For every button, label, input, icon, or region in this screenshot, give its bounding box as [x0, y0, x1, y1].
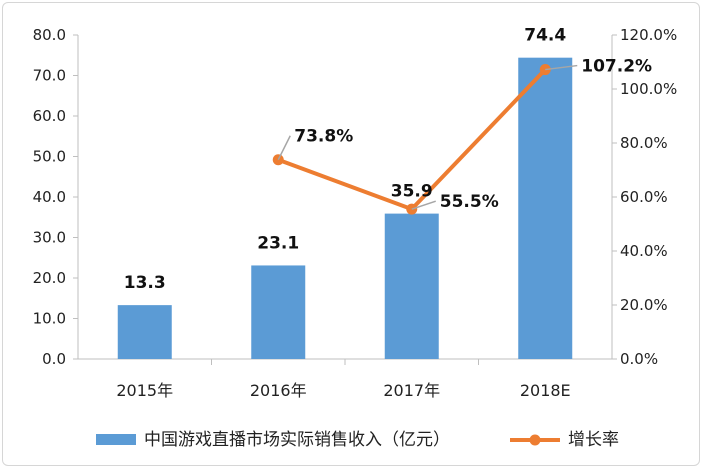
- left-tick-label: 50.0: [33, 148, 66, 166]
- growth-value-label: 73.8%: [294, 127, 353, 147]
- legend-swatch-bar: [96, 434, 136, 445]
- left-tick-label: 60.0: [33, 107, 66, 125]
- left-tick-label: 80.0: [33, 26, 66, 44]
- data-labels-group: 13.3 23.1 35.9 74.4 73.8% 55.5% 107.2%: [124, 26, 652, 293]
- growth-leader-line: [277, 135, 291, 161]
- growth-leader-line: [545, 64, 578, 71]
- left-tick-label: 70.0: [33, 67, 66, 85]
- right-tick-label: 20.0%: [620, 296, 668, 314]
- left-tick-label: 10.0: [33, 310, 66, 328]
- bar-value-label: 74.4: [524, 26, 566, 46]
- right-tick-label: 40.0%: [620, 242, 668, 260]
- bar: [117, 305, 172, 359]
- growth-value-label: 55.5%: [440, 192, 499, 212]
- left-tick-label: 20.0: [33, 269, 66, 287]
- category-label: 2017年: [383, 381, 440, 400]
- legend: 中国游戏直播市场实际销售收入（亿元） 增长率: [96, 430, 619, 450]
- right-tick-label: 100.0%: [620, 80, 677, 98]
- growth-value-label: 107.2%: [581, 57, 652, 77]
- legend-swatch-marker: [529, 434, 541, 446]
- bar: [518, 57, 573, 360]
- right-tick-label: 120.0%: [620, 26, 677, 44]
- bar-value-label: 35.9: [391, 182, 433, 202]
- growth-leader-line: [411, 200, 436, 210]
- bar-value-label: 13.3: [124, 273, 166, 293]
- bar: [384, 213, 439, 359]
- legend-label-line: 增长率: [568, 430, 619, 450]
- right-tick-label: 0.0%: [620, 350, 658, 368]
- bar-value-label: 23.1: [257, 233, 299, 253]
- left-tick-label: 40.0: [33, 188, 66, 206]
- chart-frame: [2, 2, 700, 466]
- left-tick-label: 0.0: [42, 350, 66, 368]
- axes-group: 0.0 10.0 20.0 30.0 40.0 50.0 60.0 70.0 80.0 0.0% 2…: [33, 26, 678, 400]
- category-label: 2018E: [520, 381, 571, 400]
- right-tick-label: 60.0%: [620, 188, 668, 206]
- category-label: 2016年: [250, 381, 307, 400]
- bars-group: [117, 57, 573, 360]
- category-label: 2015年: [116, 381, 173, 400]
- bar: [251, 265, 306, 359]
- right-tick-label: 80.0%: [620, 134, 668, 152]
- left-tick-label: 30.0: [33, 229, 66, 247]
- legend-label-bar: 中国游戏直播市场实际销售收入（亿元）: [144, 430, 450, 450]
